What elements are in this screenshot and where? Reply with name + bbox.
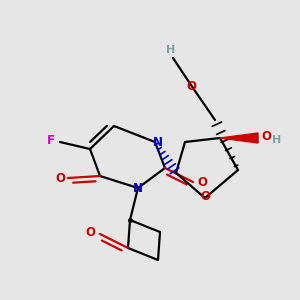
Polygon shape (220, 133, 258, 143)
Text: O: O (186, 80, 196, 92)
Text: H: H (167, 45, 176, 55)
Text: O: O (261, 130, 271, 142)
Text: O: O (197, 176, 207, 188)
Text: O: O (85, 226, 95, 238)
Text: O: O (200, 190, 210, 203)
Text: N: N (133, 182, 143, 196)
Text: N: N (153, 136, 163, 148)
Text: F: F (47, 134, 55, 148)
Text: H: H (272, 135, 282, 145)
Text: O: O (55, 172, 65, 184)
